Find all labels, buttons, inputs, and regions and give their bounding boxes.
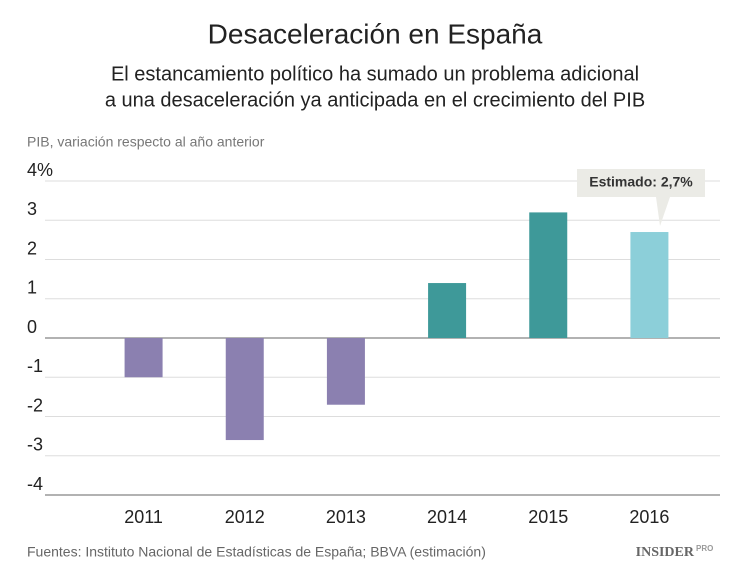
x-tick-label: 2012 (225, 507, 265, 527)
annotation: Estimado: 2,7% (589, 174, 693, 190)
bar (428, 283, 467, 338)
bar (630, 232, 669, 338)
y-tick-label: 4% (27, 160, 53, 180)
x-tick-label: 2015 (528, 507, 568, 527)
chart-subtitle: El estancamiento político ha sumado un p… (111, 63, 639, 85)
y-tick-label: 2 (27, 238, 37, 258)
chart-subtitle: a una desaceleración ya anticipada en el… (105, 89, 645, 111)
y-axis-label: PIB, variación respecto al año anterior (27, 134, 265, 150)
bar (225, 338, 264, 441)
annotation-box (577, 169, 705, 227)
y-tick-label: -3 (27, 435, 43, 455)
y-tick-label: 1 (27, 278, 37, 298)
bar (124, 338, 163, 378)
y-tick-label: -2 (27, 395, 43, 415)
x-tick-label: 2014 (427, 507, 467, 527)
y-tick-label: -4 (27, 474, 43, 494)
bar (529, 212, 568, 338)
bar (326, 338, 365, 405)
chart-title: Desaceleración en España (208, 18, 543, 49)
x-tick-label: 2013 (326, 507, 366, 527)
y-tick-label: 0 (27, 317, 37, 337)
x-tick-label: 2011 (124, 507, 163, 527)
x-tick-label: 2016 (629, 507, 669, 527)
y-tick-label: -1 (27, 356, 43, 376)
logo: PRO (696, 544, 713, 553)
y-tick-label: 3 (27, 199, 37, 219)
logo: INSIDER (636, 545, 695, 560)
source: Fuentes: Instituto Nacional de Estadísti… (27, 544, 486, 560)
